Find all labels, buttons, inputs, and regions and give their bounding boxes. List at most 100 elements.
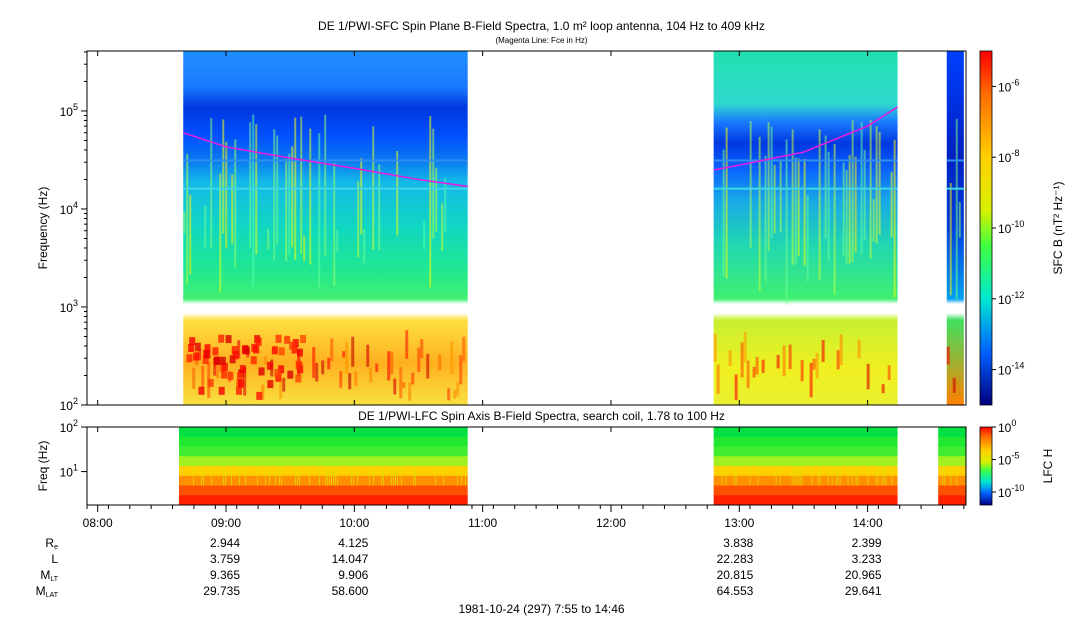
sfc-streak bbox=[725, 127, 728, 279]
sfc-ytick-label: 103 bbox=[60, 298, 78, 315]
ephemeris-value: 3.838 bbox=[723, 536, 754, 550]
sfc-streak bbox=[324, 114, 327, 256]
lfc-band bbox=[938, 456, 966, 467]
sfc-band-gap bbox=[183, 306, 468, 312]
sfc-intense-patch bbox=[284, 335, 291, 344]
sfc-streak bbox=[854, 156, 857, 253]
lfc-streak bbox=[352, 466, 354, 486]
lfc-colorbar-tick-label: 10-10 bbox=[998, 483, 1024, 500]
sfc-intense-patch bbox=[255, 337, 262, 346]
sfc-data-block bbox=[713, 51, 898, 405]
sfc-colorbar-tick-label: 10-12 bbox=[998, 290, 1024, 307]
lfc-streak bbox=[831, 466, 833, 486]
lfc-streak bbox=[230, 466, 232, 486]
sfc-streak bbox=[273, 129, 276, 261]
lfc-band bbox=[713, 436, 898, 447]
sfc-data-block-fill bbox=[946, 51, 964, 405]
sfc-streak bbox=[749, 121, 752, 248]
sfc-intense-patch bbox=[292, 339, 299, 348]
sfc-streak bbox=[309, 128, 312, 265]
ephemeris-value: 20.965 bbox=[844, 568, 882, 582]
ephemeris-value: 3.759 bbox=[209, 552, 240, 566]
sfc-intense-patch bbox=[218, 334, 225, 343]
lfc-streak bbox=[795, 466, 797, 486]
lfc-streak bbox=[244, 466, 246, 486]
sfc-lowfreq-patch bbox=[351, 336, 355, 367]
lfc-band bbox=[938, 436, 966, 447]
sfc-lowfreq-patch bbox=[438, 354, 442, 371]
lfc-band bbox=[178, 456, 468, 467]
sfc-lowfreq-patch bbox=[393, 378, 397, 395]
sfc-streak bbox=[848, 155, 851, 264]
lfc-streak bbox=[797, 466, 799, 486]
sfc-lowfreq-patch bbox=[339, 371, 343, 388]
sfc-intense-patch bbox=[225, 335, 232, 344]
sfc-intense-patch bbox=[221, 370, 228, 379]
sfc-intense-patch bbox=[193, 352, 200, 361]
lfc-streak bbox=[294, 466, 296, 486]
sfc-intense-patch bbox=[194, 342, 201, 351]
sfc-lowfreq-patch bbox=[800, 360, 804, 382]
sfc-lowfreq-patch bbox=[836, 350, 840, 370]
sfc-intense-patch bbox=[238, 379, 245, 388]
sfc-lowfreq-patch bbox=[237, 340, 241, 359]
sfc-lowfreq-patch bbox=[812, 358, 816, 370]
sfc-lowfreq-patch bbox=[201, 365, 205, 389]
sfc-lowfreq-patch bbox=[411, 372, 415, 385]
sfc-streak bbox=[444, 178, 447, 233]
lfc-streak bbox=[268, 466, 270, 486]
sfc-intense-patch bbox=[236, 386, 243, 395]
lfc-streak bbox=[837, 466, 839, 486]
lfc-streak bbox=[328, 466, 330, 486]
sfc-intense-patch bbox=[267, 380, 274, 389]
sfc-streak bbox=[767, 122, 770, 251]
lfc-streak bbox=[442, 466, 444, 486]
lfc-band bbox=[713, 427, 898, 438]
sfc-streak bbox=[833, 143, 836, 295]
lfc-streak bbox=[733, 466, 735, 486]
sfc-colorbar-tick-label: 10-14 bbox=[998, 361, 1024, 378]
lfc-streak bbox=[835, 466, 837, 486]
lfc-streak bbox=[464, 466, 466, 486]
lfc-band bbox=[713, 456, 898, 467]
sfc-streak bbox=[222, 119, 225, 234]
lfc-streak bbox=[372, 466, 374, 486]
time-tick-label: 10:00 bbox=[339, 516, 369, 530]
lfc-streak bbox=[368, 466, 370, 486]
sfc-streak bbox=[949, 182, 952, 296]
sfc-intense-patch bbox=[232, 351, 239, 360]
sfc-streak bbox=[441, 203, 444, 251]
sfc-intense-patch bbox=[239, 365, 246, 374]
sfc-streak bbox=[183, 211, 186, 234]
sfc-streak bbox=[845, 169, 848, 264]
ephemeris-value: 9.906 bbox=[338, 568, 369, 582]
sfc-intense-patch bbox=[189, 337, 196, 346]
lfc-streak bbox=[460, 466, 462, 486]
lfc-streak bbox=[811, 466, 813, 486]
sfc-streak bbox=[779, 161, 782, 233]
ephemeris-value: 2.944 bbox=[209, 536, 240, 550]
fce-line-segment bbox=[713, 106, 899, 171]
sfc-streak bbox=[249, 122, 252, 248]
sfc-lowfreq-patch bbox=[354, 371, 358, 387]
sfc-intense-patch bbox=[229, 355, 236, 364]
lfc-frame bbox=[86, 426, 967, 506]
sfc-streak bbox=[893, 139, 896, 298]
sfc-lowfreq-patch bbox=[453, 389, 457, 399]
lfc-streak bbox=[793, 466, 795, 486]
lfc-data-block bbox=[713, 427, 898, 506]
sfc-streak bbox=[432, 128, 435, 239]
sfc-lowfreq-patch bbox=[752, 366, 756, 378]
sfc-streak bbox=[219, 173, 222, 293]
sfc-streak bbox=[722, 149, 725, 277]
sfc-colorbar-tick-label: 10-10 bbox=[998, 219, 1024, 236]
sfc-lowfreq-patch bbox=[342, 351, 346, 358]
time-tick-label: 08:00 bbox=[83, 516, 113, 530]
ephemeris-value: 2.399 bbox=[851, 536, 882, 550]
lfc-band bbox=[178, 475, 468, 486]
lfc-streak bbox=[396, 466, 398, 486]
lfc-colorbar-tick-label: 100 bbox=[998, 418, 1016, 435]
ephemeris-value: 20.815 bbox=[716, 568, 754, 582]
lfc-streak bbox=[400, 466, 402, 486]
